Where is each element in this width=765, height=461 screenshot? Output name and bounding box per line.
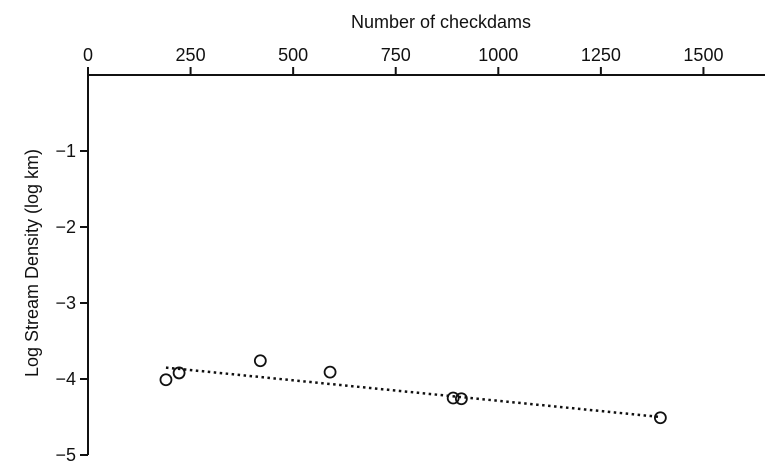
y-tick-label: −4 <box>55 369 76 389</box>
x-tick-label: 1500 <box>683 45 723 65</box>
y-tick-label: −5 <box>55 445 76 461</box>
x-tick-label: 750 <box>381 45 411 65</box>
data-point <box>653 411 667 425</box>
data-point <box>159 373 173 387</box>
x-tick-label: 250 <box>176 45 206 65</box>
x-tick-label: 1250 <box>581 45 621 65</box>
data-point <box>172 366 186 380</box>
y-tick-label: −1 <box>55 141 76 161</box>
x-tick-label: 500 <box>278 45 308 65</box>
y-axis-title: Log Stream Density (log km) <box>22 149 42 377</box>
trend-line <box>165 366 661 419</box>
y-tick-label: −2 <box>55 217 76 237</box>
data-point <box>454 392 468 406</box>
x-axis-title: Number of checkdams <box>351 12 531 32</box>
data-point <box>446 391 460 405</box>
data-point <box>253 354 267 368</box>
x-tick-label: 1000 <box>478 45 518 65</box>
data-point <box>323 365 337 379</box>
x-tick-label: 0 <box>83 45 93 65</box>
plot-area: 0 250 500 750 1000 1250 1500 −1 −2 −3 −4 −5 <box>55 45 765 461</box>
y-tick-label: −3 <box>55 293 76 313</box>
